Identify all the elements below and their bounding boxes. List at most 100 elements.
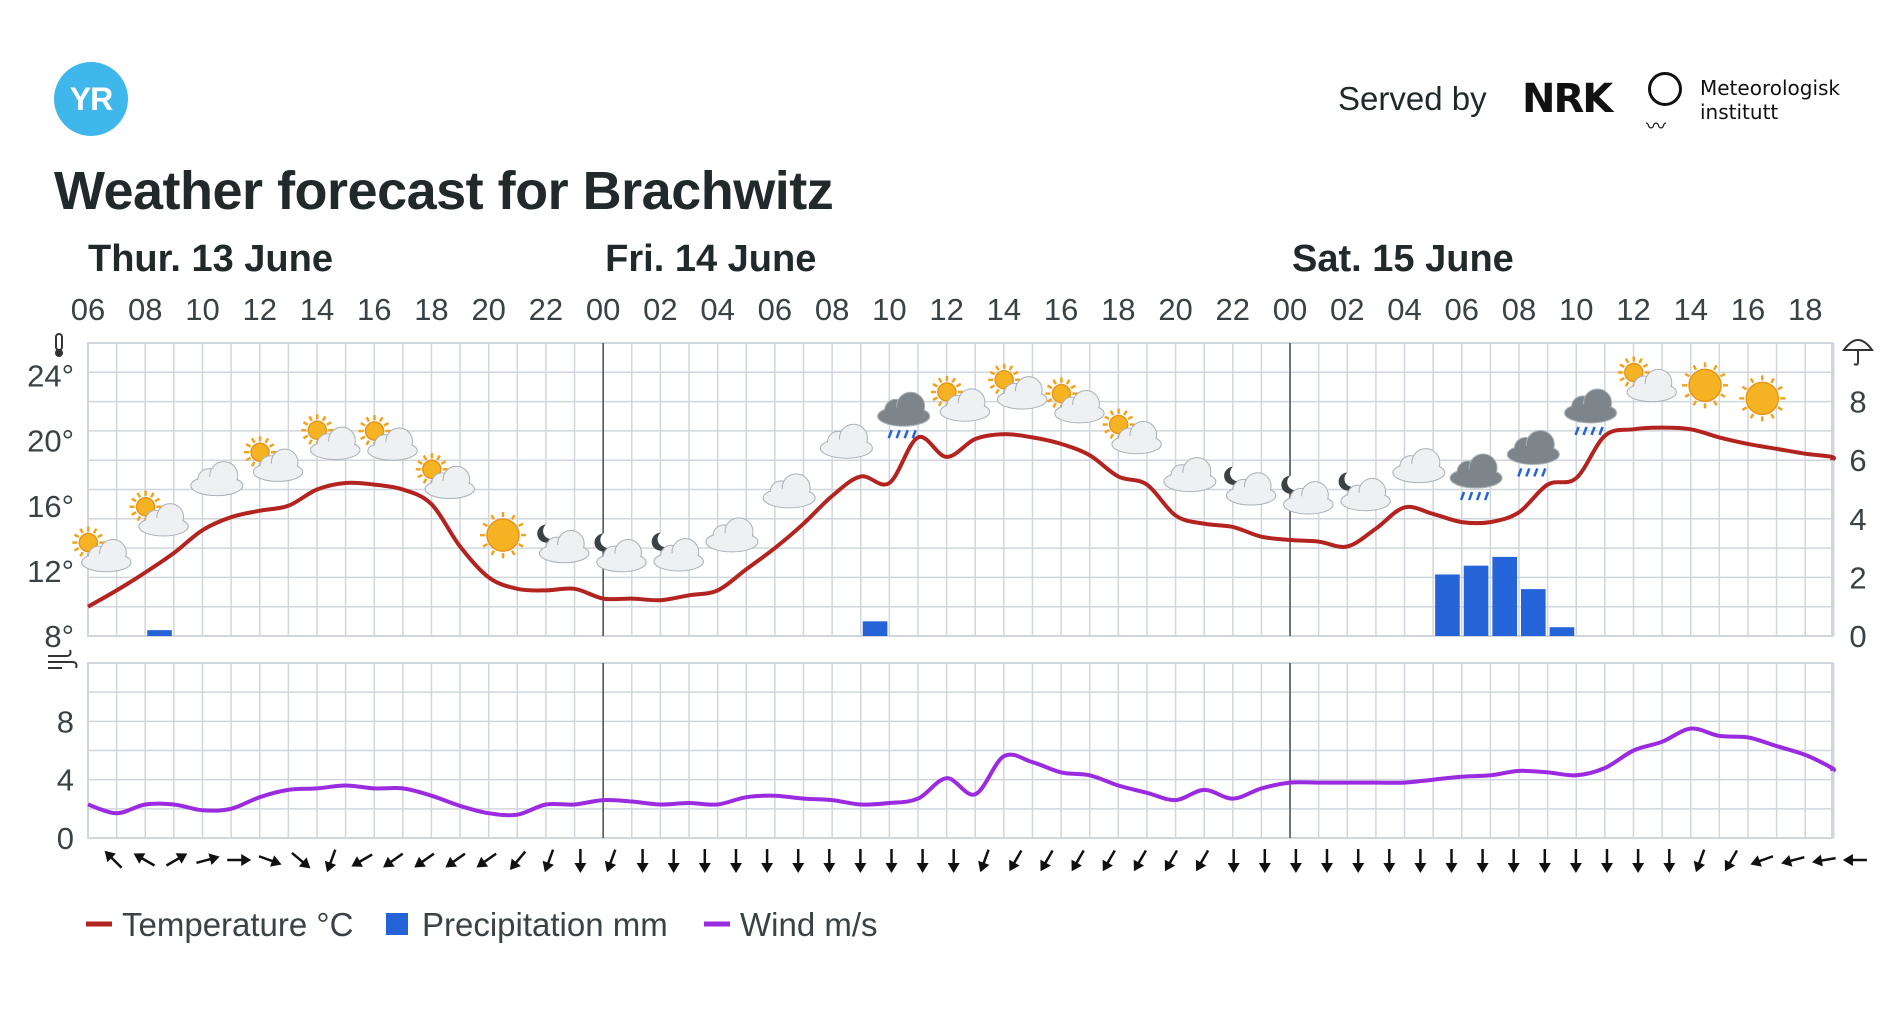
x-tick-label: 14 (300, 292, 334, 327)
sun-ray (417, 460, 423, 465)
cloudy-icon (819, 423, 873, 459)
partly-cloudy-night-icon (537, 522, 590, 564)
sun-ray (1712, 400, 1718, 406)
sun-ray (1777, 385, 1783, 391)
x-tick-label: 16 (357, 292, 391, 327)
served-by-label: Served by (1338, 80, 1487, 117)
rain-drop (1598, 426, 1604, 436)
sun-ray (131, 497, 137, 503)
x-tick-label: 08 (128, 292, 162, 327)
cloudy-icon (1392, 448, 1446, 484)
wind-arrow-head (1258, 863, 1271, 873)
wind-arrow-head (175, 853, 188, 864)
cloud-part (941, 403, 989, 421)
temperature-tick-label: 20° (27, 424, 74, 459)
wind-arrow-icon (476, 852, 497, 868)
sun-ray (1109, 410, 1115, 416)
sun-ray (510, 514, 516, 521)
sun-ray (422, 454, 428, 461)
cloud-part (1565, 403, 1616, 422)
sun-ray (1684, 393, 1691, 398)
wind-arrow-icon (854, 849, 867, 873)
sun-ray (149, 492, 155, 498)
partly-cloudy-day-icon (930, 375, 991, 422)
sun-disc (1745, 381, 1780, 416)
x-tick-label: 14 (987, 292, 1021, 327)
sun-ray (417, 473, 423, 479)
sun-ray (1770, 413, 1775, 419)
chart-grid (87, 342, 1835, 839)
nrk-logo[interactable]: NRK (1522, 76, 1613, 122)
sun-ray (308, 439, 313, 445)
legend-swatch-precipitation (386, 913, 408, 935)
cloud-part (1284, 495, 1333, 514)
sun-ray (1013, 370, 1019, 376)
sun-disc (422, 459, 442, 480)
wind-arrow-head (1227, 863, 1240, 873)
temperature-tick-label: 16° (27, 489, 74, 524)
x-tick-label: 18 (414, 292, 448, 327)
wind-arrow-head (1321, 863, 1333, 873)
sun-ray (79, 551, 84, 558)
x-tick-label: 04 (1387, 292, 1421, 327)
cloud-part (706, 532, 757, 551)
wind-arrow-head (1352, 863, 1365, 873)
cloud-part (1628, 383, 1676, 401)
wind-arrow-icon (165, 853, 188, 867)
partly-cloudy-day-icon (1102, 408, 1162, 455)
wind-arrow-head (1195, 859, 1207, 872)
x-tick-label: 06 (71, 292, 105, 327)
rain-icon (877, 391, 931, 439)
cloud-part (821, 439, 872, 458)
partly-cloudy-day-icon (301, 414, 361, 460)
rain-drop (1467, 491, 1474, 501)
sun-ray (1692, 400, 1698, 406)
sun-disc (135, 497, 156, 517)
wind-icon (48, 649, 78, 669)
cloud-part (998, 390, 1046, 409)
wind-arrow-head (916, 863, 929, 873)
sun-ray (73, 533, 80, 539)
wind-arrow-icon (823, 849, 836, 873)
wind-tick-label: 0 (57, 821, 74, 856)
wind-arrow-icon (1133, 849, 1147, 872)
sun-ray (1777, 406, 1783, 411)
cloud-part (1164, 472, 1215, 491)
sun-ray (1624, 381, 1630, 387)
wind-arrow-head (208, 853, 220, 866)
wind-arrow-head (1507, 863, 1520, 873)
wind-arrow-head (1102, 859, 1113, 872)
day-label: Fri. 14 June (605, 238, 816, 280)
wind-arrow-icon (636, 849, 649, 873)
sun-ray (937, 377, 943, 384)
yr-logo[interactable]: YR (54, 62, 128, 136)
sun-ray (1046, 398, 1053, 403)
sun-ray (1052, 402, 1057, 409)
page-title: Weather forecast for Brachwitz (54, 161, 834, 221)
wind-arrow-head (1632, 863, 1645, 873)
wind-arrow-head (133, 853, 146, 864)
wind-arrow-head (542, 860, 554, 873)
sun-ray (932, 382, 939, 388)
cloud-part (1508, 445, 1559, 464)
moon-cut (1344, 470, 1361, 487)
wind-arrow-head (1750, 855, 1762, 867)
wind-arrow-head (730, 863, 742, 873)
partly-cloudy-night-icon (1338, 470, 1391, 512)
wind-arrow-icon (1164, 849, 1179, 872)
wind-arrow-icon (885, 849, 898, 873)
wind-arrow-head (792, 863, 805, 873)
cloud-part (1227, 486, 1275, 505)
sun-ray (136, 515, 142, 522)
sun-ray (250, 437, 256, 444)
sun-disc (364, 421, 385, 441)
wind-arrow-icon (509, 850, 527, 870)
sun-ray (79, 528, 84, 534)
sun-ray (1065, 379, 1071, 385)
wind-direction-arrows (104, 849, 1867, 873)
wind-arrow-head (270, 855, 282, 867)
met-logo-text[interactable]: Meteorologisk institutt (1700, 76, 1841, 124)
cloud-part (654, 552, 703, 570)
wind-arrow-icon (1352, 849, 1365, 873)
x-tick-label: 18 (1788, 292, 1822, 327)
